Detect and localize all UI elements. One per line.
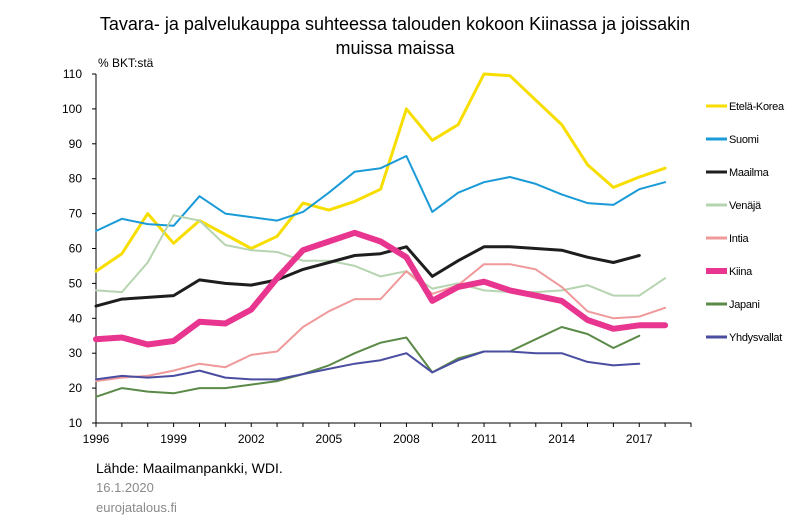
legend-label: Yhdysvallat [729, 332, 782, 344]
series-line-intia [95, 263, 667, 383]
x-tick-label: 2005 [315, 432, 342, 446]
chart-title-line2: muissa maissa [335, 38, 455, 58]
x-tick-label: 1996 [83, 432, 110, 446]
series-line-kiina [93, 229, 669, 348]
y-tick-label: 30 [69, 346, 83, 360]
chart-title-line1: Tavara- ja palvelukauppa suhteessa talou… [100, 14, 690, 34]
y-tick-label: 70 [69, 207, 83, 221]
y-tick-label: 110 [63, 67, 82, 81]
site-note: eurojatalous.fi [96, 500, 177, 515]
legend-label: Maailma [729, 167, 770, 179]
legend-label: Japani [729, 299, 760, 311]
y-tick-label: 60 [69, 242, 83, 256]
x-tick-label: 2011 [471, 432, 497, 446]
legend-label: Etelä-Korea [729, 101, 785, 113]
y-tick-label: 100 [62, 102, 82, 116]
legend-label: Intia [729, 233, 749, 245]
series-line-suomi [95, 155, 667, 232]
axes: 10 20 30 40 50 60 70 80 90 100 110 1996 1999 2002 2005… [62, 67, 692, 446]
y-axis-label: % BKT:stä [98, 56, 154, 70]
series-lines [93, 72, 669, 398]
legend: Etelä-Korea Suomi Maailma Venäjä Intia Kiina J… [706, 101, 785, 344]
y-tick-label: 20 [69, 381, 83, 395]
series-line-ven-j- [95, 214, 667, 297]
legend-label: Suomi [729, 134, 759, 146]
legend-label: Kiina [729, 266, 753, 278]
y-tick-label: 80 [69, 172, 83, 186]
y-tick-label: 50 [69, 276, 83, 290]
x-tick-label: 1999 [160, 432, 187, 446]
series-line-maailma [94, 245, 641, 308]
y-tick-label: 40 [69, 311, 83, 325]
date-note: 16.1.2020 [96, 480, 154, 495]
x-tick-label: 2002 [238, 432, 265, 446]
legend-label: Venäjä [729, 200, 762, 212]
series-line-etel-korea [94, 72, 667, 273]
series-line-japani [95, 326, 641, 398]
x-tick-label: 2014 [548, 432, 575, 446]
x-tick-label: 2017 [626, 432, 653, 446]
x-tick-label: 2008 [393, 432, 420, 446]
y-tick-label: 90 [69, 137, 83, 151]
source-note: Lähde: Maailmanpankki, WDI. [96, 460, 283, 476]
series-line-yhdysvallat [95, 350, 641, 381]
y-tick-label: 10 [69, 416, 83, 430]
